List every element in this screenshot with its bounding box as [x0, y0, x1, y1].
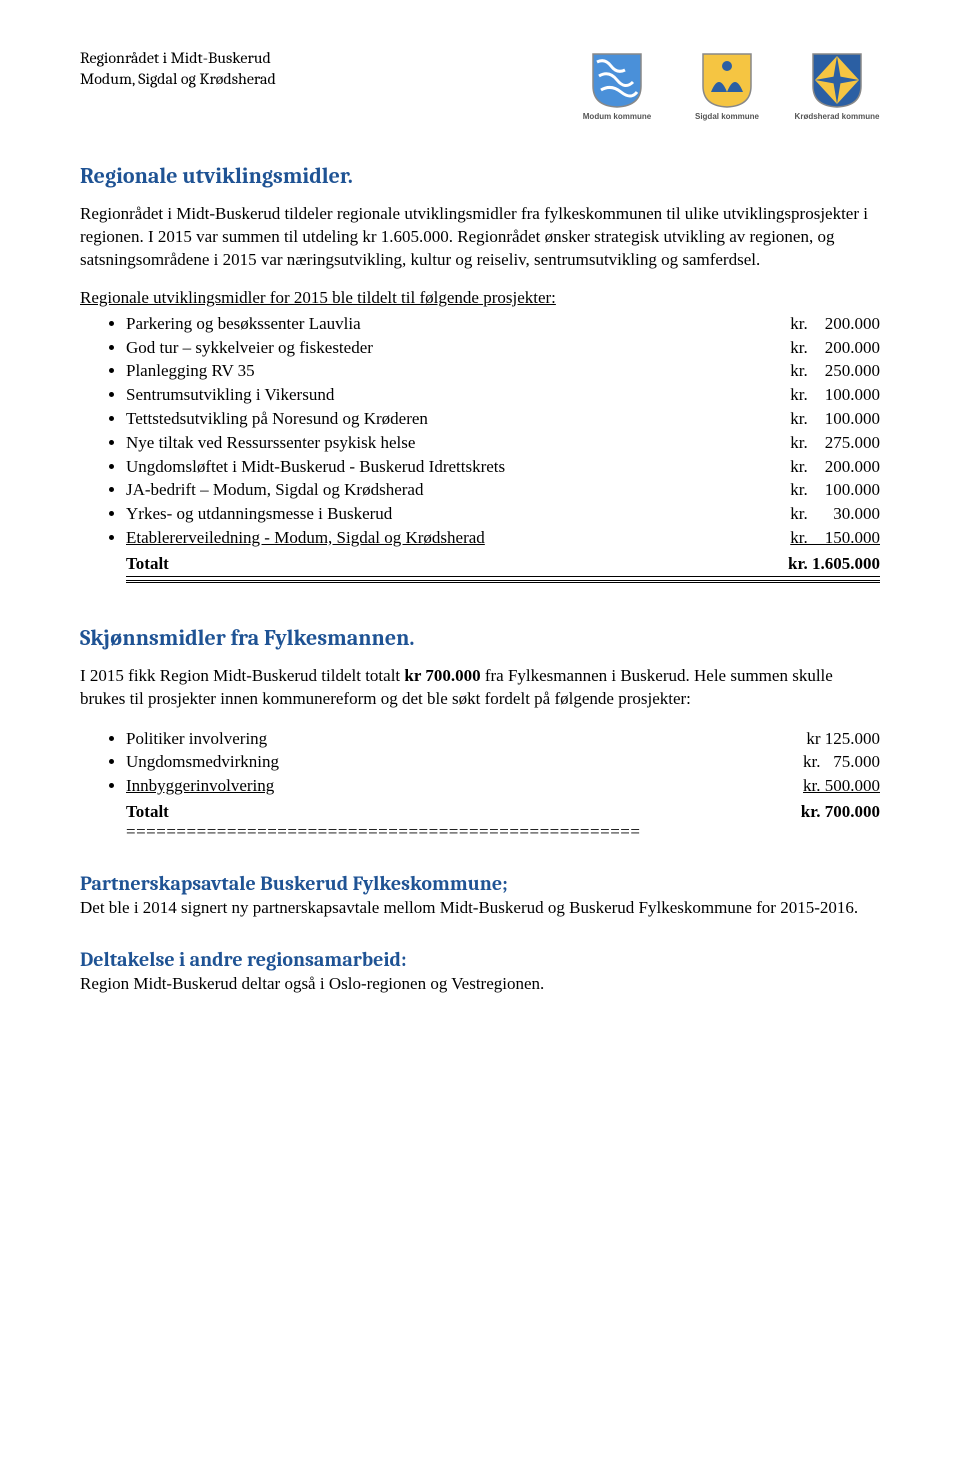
section2-total-row: Totalt kr. 700.000	[126, 800, 880, 822]
section4-paragraph: Region Midt-Buskerud deltar også i Oslo-…	[80, 973, 880, 996]
header-line-2: Modum, Sigdal og Krødsherad	[80, 69, 276, 90]
list-item-amount: kr. 250.000	[730, 359, 880, 383]
list-item-label: Nye tiltak ved Ressurssenter psykisk hel…	[126, 431, 730, 455]
list-item-label: God tur – sykkelveier og fiskesteder	[126, 336, 730, 360]
shield-icon-krodsherad	[811, 52, 863, 108]
list-item-label: Etablererveiledning - Modum, Sigdal og K…	[126, 526, 730, 550]
list-item-label: Ungdomsmedvirkning	[126, 750, 730, 774]
total-amount: kr. 700.000	[730, 802, 880, 822]
list-item-amount: kr. 150.000	[730, 526, 880, 550]
p2-b: kr 700.000	[404, 666, 480, 685]
page-header: Regionrådet i Midt-Buskerud Modum, Sigda…	[80, 48, 880, 121]
list-item-amount: kr. 200.000	[730, 336, 880, 360]
equals-rule: ========================================…	[126, 822, 880, 842]
list-item: JA-bedrift – Modum, Sigdal og Krødsherad…	[126, 478, 880, 502]
list-item-label: Innbyggerinvolvering	[126, 774, 730, 798]
list-item-amount: kr. 200.000	[730, 455, 880, 479]
list-item-amount: kr. 30.000	[730, 502, 880, 526]
logo-modum: Modum kommune	[574, 52, 660, 121]
header-line-1: Regionrådet i Midt-Buskerud	[80, 48, 276, 69]
logo-krodsherad: Krødsherad kommune	[794, 52, 880, 121]
section1-total-row: Totalt kr. 1.605.000	[126, 552, 880, 574]
list-item-amount: kr. 100.000	[730, 407, 880, 431]
section2-heading: Skjønnsmidler fra Fylkesmannen.	[80, 625, 880, 651]
shield-icon-modum	[591, 52, 643, 108]
p2-a: I 2015 fikk Region Midt-Buskerud tildelt…	[80, 666, 404, 685]
list-item-label: Sentrumsutvikling i Vikersund	[126, 383, 730, 407]
section1-list-intro: Regionale utviklingsmidler for 2015 ble …	[80, 288, 880, 308]
list-item-amount: kr. 500.000	[730, 774, 880, 798]
section2-list: Politiker involveringkr 125.000Ungdomsme…	[80, 727, 880, 798]
list-item-amount: kr. 75.000	[730, 750, 880, 774]
section3-heading: Partnerskapsavtale Buskerud Fylkeskommun…	[80, 872, 880, 895]
list-item: Planlegging RV 35kr. 250.000	[126, 359, 880, 383]
list-item: Ungdomsløftet i Midt-Buskerud - Buskerud…	[126, 455, 880, 479]
section3-paragraph: Det ble i 2014 signert ny partnerskapsav…	[80, 897, 880, 920]
list-item: Politiker involveringkr 125.000	[126, 727, 880, 751]
list-item: Etablererveiledning - Modum, Sigdal og K…	[126, 526, 880, 550]
document-page: Regionrådet i Midt-Buskerud Modum, Sigda…	[0, 0, 960, 1052]
section1-paragraph: Regionrådet i Midt-Buskerud tildeler reg…	[80, 203, 880, 272]
list-item: Yrkes- og utdanningsmesse i Buskerudkr. …	[126, 502, 880, 526]
section1-list: Parkering og besøkssenter Lauvliakr. 200…	[80, 312, 880, 550]
section4-heading: Deltakelse i andre regionsamarbeid:	[80, 948, 880, 971]
logo-sigdal: Sigdal kommune	[684, 52, 770, 121]
list-item-amount: kr. 275.000	[730, 431, 880, 455]
list-item: Tettstedsutvikling på Noresund og Krøder…	[126, 407, 880, 431]
list-item-label: Ungdomsløftet i Midt-Buskerud - Buskerud…	[126, 455, 730, 479]
list-item: Ungdomsmedvirkningkr. 75.000	[126, 750, 880, 774]
list-item-amount: kr. 100.000	[730, 478, 880, 502]
list-item: Parkering og besøkssenter Lauvliakr. 200…	[126, 312, 880, 336]
list-item: Nye tiltak ved Ressurssenter psykisk hel…	[126, 431, 880, 455]
list-item: Innbyggerinvolveringkr. 500.000	[126, 774, 880, 798]
header-logos: Modum kommune Sigdal kommune Krødsherad …	[574, 52, 880, 121]
list-item-label: Yrkes- og utdanningsmesse i Buskerud	[126, 502, 730, 526]
list-item: Sentrumsutvikling i Vikersundkr. 100.000	[126, 383, 880, 407]
logo-caption: Krødsherad kommune	[795, 112, 880, 121]
total-amount: kr. 1.605.000	[730, 554, 880, 574]
list-item-label: JA-bedrift – Modum, Sigdal og Krødsherad	[126, 478, 730, 502]
logo-caption: Modum kommune	[583, 112, 651, 121]
header-text: Regionrådet i Midt-Buskerud Modum, Sigda…	[80, 48, 276, 90]
list-item-label: Parkering og besøkssenter Lauvlia	[126, 312, 730, 336]
shield-icon-sigdal	[701, 52, 753, 108]
section1-heading: Regionale utviklingsmidler.	[80, 163, 880, 189]
list-item-label: Politiker involvering	[126, 727, 730, 751]
logo-caption: Sigdal kommune	[695, 112, 759, 121]
list-item-amount: kr. 200.000	[730, 312, 880, 336]
total-label: Totalt	[126, 554, 169, 574]
section2-paragraph: I 2015 fikk Region Midt-Buskerud tildelt…	[80, 665, 880, 711]
total-label: Totalt	[126, 802, 169, 822]
list-item-amount: kr. 100.000	[730, 383, 880, 407]
list-item-label: Planlegging RV 35	[126, 359, 730, 383]
list-item-amount: kr 125.000	[730, 727, 880, 751]
list-item: God tur – sykkelveier og fiskestederkr. …	[126, 336, 880, 360]
double-rule	[126, 576, 880, 583]
list-item-label: Tettstedsutvikling på Noresund og Krøder…	[126, 407, 730, 431]
